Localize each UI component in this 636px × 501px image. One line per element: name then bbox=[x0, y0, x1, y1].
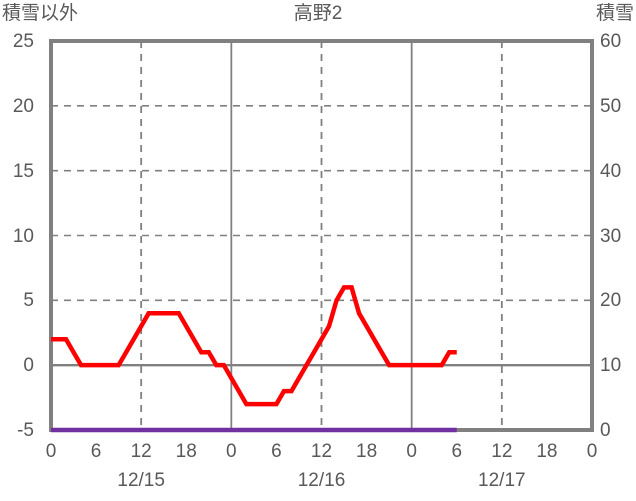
x-axis-tick-label: 18 bbox=[536, 441, 558, 462]
y2-axis-tick-label: 50 bbox=[600, 95, 622, 117]
x-axis-tick-label: 0 bbox=[406, 441, 417, 462]
y-axis-tick-label: 10 bbox=[12, 225, 34, 247]
page-title: 高野2 bbox=[293, 3, 343, 24]
left-axis-title: 積雪以外 bbox=[2, 3, 79, 24]
y-axis-tick-label: 0 bbox=[23, 355, 34, 377]
x-axis-tick-label: 6 bbox=[271, 441, 282, 462]
x-axis-tick-label: 12 bbox=[130, 441, 152, 462]
data-series-layer bbox=[51, 285, 457, 433]
x-axis-tick-label: 12 bbox=[491, 441, 513, 462]
x-axis-tick-label: 18 bbox=[175, 441, 197, 462]
y2-axis-tick-label: 10 bbox=[600, 355, 622, 377]
x-axis-day-label: 12/17 bbox=[478, 470, 526, 491]
x-axis-tick-label: 0 bbox=[226, 441, 237, 462]
gridlines bbox=[51, 41, 592, 430]
y2-axis-tick-label: 40 bbox=[600, 160, 622, 182]
y2-axis-tick-label: 0 bbox=[600, 420, 611, 441]
x-axis-tick-label: 12 bbox=[310, 441, 333, 462]
y-axis-tick-label: 25 bbox=[12, 31, 34, 52]
x-axis-tick-label: 0 bbox=[45, 441, 57, 462]
y-axis-tick-label: 15 bbox=[12, 160, 34, 182]
x-axis-tick-label: 18 bbox=[356, 441, 378, 462]
right-axis-title: 積雪 bbox=[595, 3, 634, 24]
x-axis-day-label: 12/16 bbox=[297, 470, 346, 491]
y-axis-tick-label: 5 bbox=[23, 290, 34, 312]
x-axis-day-label: 12/15 bbox=[117, 470, 165, 491]
x-axis-tick-label: 6 bbox=[90, 441, 102, 462]
y2-axis-tick-label: 20 bbox=[600, 290, 622, 312]
x-axis-tick-label: 6 bbox=[451, 441, 463, 462]
y-axis-tick-label: 20 bbox=[12, 95, 34, 117]
y-axis-tick-label: -5 bbox=[17, 420, 34, 441]
x-axis-tick-label: 0 bbox=[586, 441, 598, 462]
y2-axis-tick-label: 30 bbox=[600, 225, 622, 247]
y2-axis-tick-label: 60 bbox=[600, 31, 622, 52]
